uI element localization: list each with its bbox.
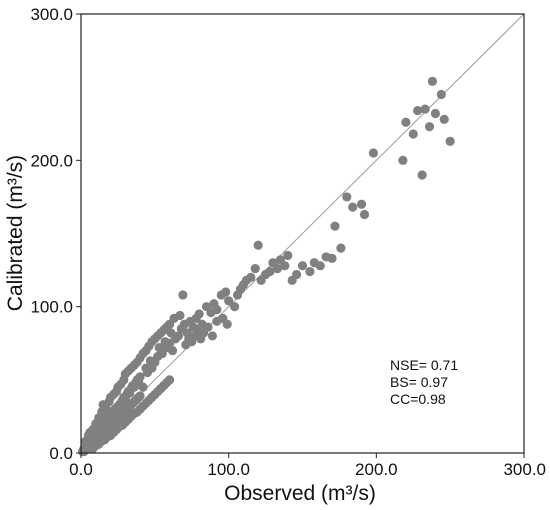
data-point — [336, 243, 346, 253]
data-point — [167, 345, 178, 356]
x-axis-ticks: 0.0 100.0 200.0 300.0 — [69, 453, 546, 479]
nse-annotation: NSE= 0.71 — [390, 357, 458, 373]
data-point — [175, 310, 185, 321]
data-point — [356, 199, 367, 209]
data-point — [154, 343, 164, 353]
x-tick-label: 300.0 — [503, 460, 546, 479]
one-to-one-line — [80, 13, 525, 454]
data-point — [424, 122, 435, 132]
data-point — [348, 202, 358, 212]
data-point — [445, 136, 455, 146]
data-point — [327, 253, 337, 263]
data-point — [101, 404, 111, 414]
data-point — [246, 272, 256, 282]
data-point — [330, 221, 340, 231]
data-point — [250, 264, 260, 274]
data-point — [178, 290, 188, 300]
data-point — [368, 148, 378, 158]
data-point — [430, 108, 440, 119]
data-point — [203, 322, 213, 332]
y-tick-label: 200.0 — [30, 151, 73, 170]
data-point — [398, 155, 408, 165]
x-axis-title: Observed (m³/s) — [224, 482, 376, 505]
axes-layer — [80, 13, 525, 454]
data-point — [221, 287, 231, 297]
data-point — [166, 328, 176, 338]
data-point — [291, 269, 302, 280]
data-point — [212, 304, 222, 315]
x-tick-label: 200.0 — [355, 460, 398, 479]
data-point — [135, 391, 145, 401]
data-point — [265, 266, 275, 277]
data-point — [160, 337, 170, 347]
data-point — [138, 382, 148, 392]
data-point — [413, 105, 423, 116]
y-axis-ticks: 0.0 100.0 200.0 300.0 — [30, 5, 81, 463]
x-tick-label: 0.0 — [69, 460, 93, 479]
data-point — [283, 250, 293, 261]
data-point — [359, 209, 370, 220]
data-point — [427, 76, 438, 86]
data-point — [229, 302, 240, 312]
y-tick-label: 300.0 — [30, 5, 73, 24]
data-point — [297, 261, 308, 271]
data-point — [401, 117, 411, 127]
data-point — [222, 319, 232, 329]
data-point — [315, 261, 325, 271]
data-point — [417, 170, 427, 180]
data-point — [272, 264, 282, 274]
y-tick-label: 100.0 — [30, 298, 73, 317]
y-axis-title: Calibrated (m³/s) — [4, 155, 27, 311]
data-point — [173, 331, 184, 341]
data-point — [436, 89, 446, 100]
data-point — [408, 129, 418, 139]
data-point — [194, 309, 204, 319]
data-points-layer — [77, 76, 455, 457]
data-point — [207, 331, 218, 341]
data-point — [305, 266, 315, 277]
data-point — [342, 192, 352, 202]
data-point — [253, 240, 263, 250]
cc-annotation: CC=0.98 — [390, 391, 446, 407]
data-point — [141, 363, 151, 373]
plot-frame — [80, 13, 525, 454]
data-point — [224, 296, 234, 306]
y-tick-label: 0.0 — [49, 444, 73, 463]
data-point — [145, 356, 156, 366]
reference-line-layer — [80, 13, 525, 454]
bs-annotation: BS= 0.97 — [390, 374, 448, 390]
data-point — [135, 372, 145, 382]
data-point — [420, 104, 430, 114]
data-point — [280, 261, 290, 271]
data-point — [439, 114, 449, 124]
x-tick-label: 100.0 — [207, 460, 250, 479]
data-point — [165, 375, 175, 385]
